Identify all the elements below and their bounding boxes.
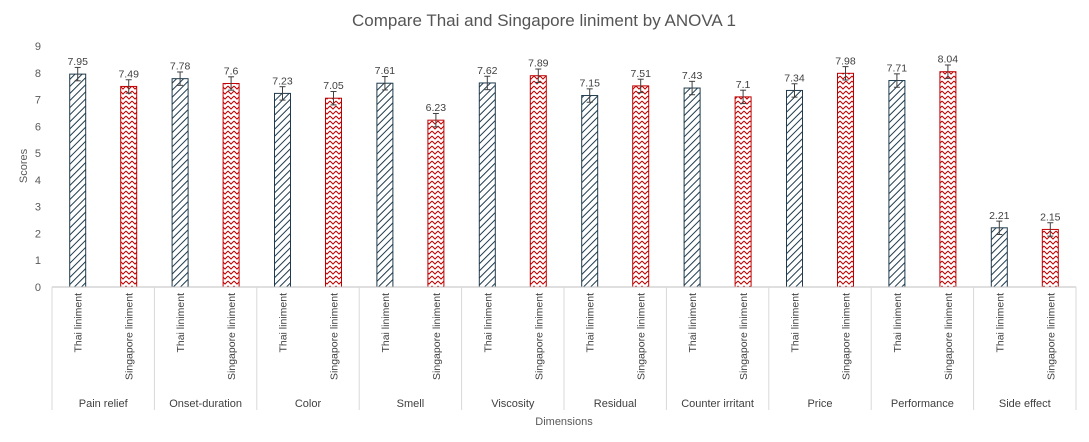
bar-category-label: Thai liniment [73,293,85,353]
bar-category-label: Thai liniment [687,293,699,353]
data-label: 7.1 [736,79,751,91]
y-tick-label: 6 [35,121,41,133]
thai-bar [990,227,1008,288]
y-tick-label: 7 [35,95,41,107]
singapore-bar [222,82,240,288]
data-label: 7.51 [630,68,651,80]
y-tick-label: 5 [35,148,41,160]
data-label: 7.62 [477,65,498,77]
thai-bar [888,80,906,288]
bar-category-label: Thai liniment [585,293,597,353]
bar-category-label: Singapore liniment [533,293,545,380]
thai-bar [478,82,496,288]
group-label: Side effect [999,398,1051,410]
data-label: 7.34 [784,72,805,84]
group-label: Price [807,398,832,410]
singapore-bar [734,96,752,288]
group-label: Color [295,398,322,410]
bar-category-label: Thai liniment [994,293,1006,353]
thai-bar [69,73,87,288]
y-axis-title: Scores [18,148,30,183]
bar-category-label: Thai liniment [380,293,392,353]
singapore-bar [837,72,854,288]
singapore-bar [939,71,957,288]
data-label: 7.05 [323,80,344,92]
group-label: Onset-duration [169,398,242,410]
singapore-bar [120,85,138,288]
y-tick-label: 8 [35,68,41,80]
bar-category-label: Singapore liniment [738,293,750,380]
group-label: Viscosity [491,398,535,410]
thai-bar [683,87,701,288]
singapore-bar [1041,228,1059,288]
data-label: 2.21 [989,210,1010,222]
y-tick-label: 1 [35,255,41,267]
data-label: 7.6 [224,65,239,77]
chart-title: Compare Thai and Singapore liniment by A… [352,11,736,30]
group-label: Residual [594,398,637,410]
bar-category-label: Thai liniment [482,293,494,353]
bar-category-label: Singapore liniment [226,293,238,380]
thai-bar [786,89,803,288]
thai-bar [581,95,599,288]
thai-bar [274,92,291,288]
bar-category-label: Thai liniment [892,293,904,353]
data-label: 2.15 [1040,211,1061,223]
data-label: 6.23 [426,102,447,114]
data-label: 7.23 [272,75,293,87]
y-tick-label: 0 [35,282,41,294]
data-label: 7.61 [375,65,396,77]
data-label: 7.78 [170,61,191,73]
group-label: Counter irritant [681,398,754,410]
bar-category-label: Singapore liniment [636,293,648,380]
data-label: 8.04 [938,54,959,66]
group-label: Smell [397,398,425,410]
thai-bar [171,78,189,288]
bar-category-label: Singapore liniment [124,293,136,380]
bar-category-label: Singapore liniment [841,293,853,380]
bar-category-label: Thai liniment [790,293,802,353]
singapore-bar [427,119,445,288]
x-axis-title: Dimensions [535,416,593,428]
bar-category-label: Singapore liniment [943,293,955,380]
data-label: 7.49 [118,68,139,80]
thai-bar [376,82,394,288]
singapore-bar [632,85,650,288]
bar-category-label: Singapore liniment [1045,293,1057,380]
data-label: 7.95 [67,56,88,68]
data-label: 7.71 [887,63,908,75]
data-label: 7.43 [682,70,703,82]
singapore-bar [325,97,342,288]
group-label: Performance [891,398,954,410]
y-tick-label: 9 [35,41,41,53]
y-tick-label: 2 [35,228,41,240]
bar-category-label: Thai liniment [175,293,187,353]
singapore-bar [529,75,547,288]
bar-category-label: Singapore liniment [329,293,341,380]
bar-category-label: Singapore liniment [431,293,443,380]
group-label: Pain relief [79,398,129,410]
data-label: 7.89 [528,58,549,70]
y-tick-label: 3 [35,202,41,214]
y-tick-label: 4 [35,175,41,187]
data-label: 7.98 [835,55,856,67]
data-label: 7.15 [579,78,600,90]
bar-category-label: Thai liniment [278,293,290,353]
